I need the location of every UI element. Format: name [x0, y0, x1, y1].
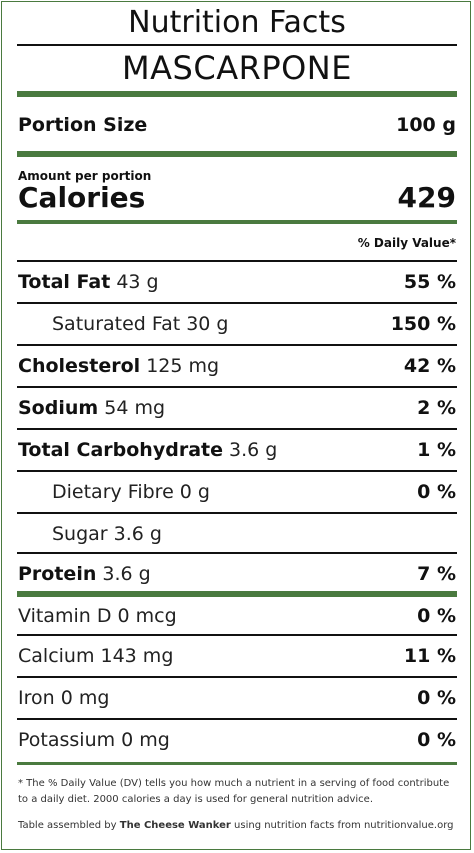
credit-prefix: Table assembled by — [18, 820, 117, 831]
divider-thick — [17, 91, 457, 97]
divider — [17, 260, 457, 262]
nutrient-label: Sugar 3.6 g — [52, 523, 162, 545]
nutrient-label: Total Fat — [18, 271, 111, 293]
divider — [17, 512, 457, 514]
nutrient-label: Total Carbohydrate — [18, 439, 223, 461]
divider-thick — [17, 591, 457, 597]
nutrient-amount: 125 mg — [146, 355, 220, 377]
divider — [17, 44, 457, 46]
footnote: * The % Daily Value (DV) tells you how m… — [18, 778, 450, 805]
nutrient-dv: 7 % — [417, 563, 456, 585]
divider — [17, 676, 457, 678]
calories-row: Calories 429 — [18, 181, 456, 214]
divider — [17, 634, 457, 636]
divider — [17, 302, 457, 304]
nutrient-row-sugar: Sugar 3.6 g — [18, 514, 456, 554]
calories-label: Calories — [18, 181, 146, 214]
nutrient-dv: 55 % — [403, 271, 456, 293]
divider — [17, 470, 457, 472]
credit-line: Table assembled by The Cheese Wanker usi… — [18, 818, 456, 834]
divider — [17, 344, 457, 346]
nutrient-row-iron: Iron 0 mg 0 % — [18, 678, 456, 718]
nutrient-label: Potassium 0 mg — [18, 729, 170, 751]
nutrient-row-total-carbohydrate: Total Carbohydrate 3.6 g 1 % — [18, 430, 456, 470]
nutrient-dv: 11 % — [403, 645, 456, 667]
nutrient-row-cholesterol: Cholesterol 125 mg 42 % — [18, 346, 456, 386]
nutrient-row-total-fat: Total Fat 43 g 55 % — [18, 262, 456, 302]
amount-per-portion: Amount per portion — [18, 169, 152, 183]
panel-title: Nutrition Facts — [128, 5, 346, 40]
nutrient-label: Iron 0 mg — [18, 687, 110, 709]
divider — [17, 718, 457, 720]
portion-size-label: Portion Size — [18, 114, 148, 136]
product-name: MASCARPONE — [122, 49, 352, 87]
nutrient-label: Calcium 143 mg — [18, 645, 174, 667]
nutrient-label: Protein — [18, 563, 97, 585]
divider-medium — [17, 762, 457, 765]
nutrient-row-saturated-fat: Saturated Fat 30 g 150 % — [18, 304, 456, 344]
nutrient-dv: 1 % — [417, 439, 456, 461]
nutrient-dv: 2 % — [417, 397, 456, 419]
nutrient-row-dietary-fibre: Dietary Fibre 0 g 0 % — [18, 472, 456, 512]
portion-size-row: Portion Size 100 g — [18, 114, 456, 136]
nutrient-row-vitamin-d: Vitamin D 0 mcg 0 % — [18, 596, 456, 636]
nutrient-label: Dietary Fibre 0 g — [52, 481, 210, 503]
calories-value: 429 — [397, 181, 456, 214]
nutrient-dv: 0 % — [417, 605, 456, 627]
nutrient-amount: 54 mg — [104, 397, 166, 419]
nutrient-row-protein: Protein 3.6 g 7 % — [18, 554, 456, 594]
divider — [17, 428, 457, 430]
daily-value-header: % Daily Value* — [357, 236, 456, 250]
nutrient-row-calcium: Calcium 143 mg 11 % — [18, 636, 456, 676]
divider — [17, 552, 457, 554]
nutrient-row-potassium: Potassium 0 mg 0 % — [18, 720, 456, 760]
divider-thick — [17, 151, 457, 157]
nutrient-label: Saturated Fat 30 g — [52, 313, 229, 335]
nutrient-dv: 42 % — [403, 355, 456, 377]
divider-medium — [17, 220, 457, 224]
divider — [17, 386, 457, 388]
nutrient-dv: 150 % — [390, 313, 456, 335]
nutrient-amount: 3.6 g — [229, 439, 278, 461]
nutrient-label: Cholesterol — [18, 355, 141, 377]
nutrient-row-sodium: Sodium 54 mg 2 % — [18, 388, 456, 428]
nutrient-label: Sodium — [18, 397, 99, 419]
nutrient-label: Vitamin D 0 mcg — [18, 605, 177, 627]
nutrient-dv: 0 % — [417, 481, 456, 503]
credit-suffix: using nutrition facts from nutritionvalu… — [234, 820, 454, 831]
nutrient-dv: 0 % — [417, 729, 456, 751]
nutrient-dv: 0 % — [417, 687, 456, 709]
credit-brand: The Cheese Wanker — [119, 820, 231, 831]
portion-size-value: 100 g — [396, 114, 456, 136]
nutrient-amount: 43 g — [116, 271, 159, 293]
nutrient-amount: 3.6 g — [102, 563, 151, 585]
